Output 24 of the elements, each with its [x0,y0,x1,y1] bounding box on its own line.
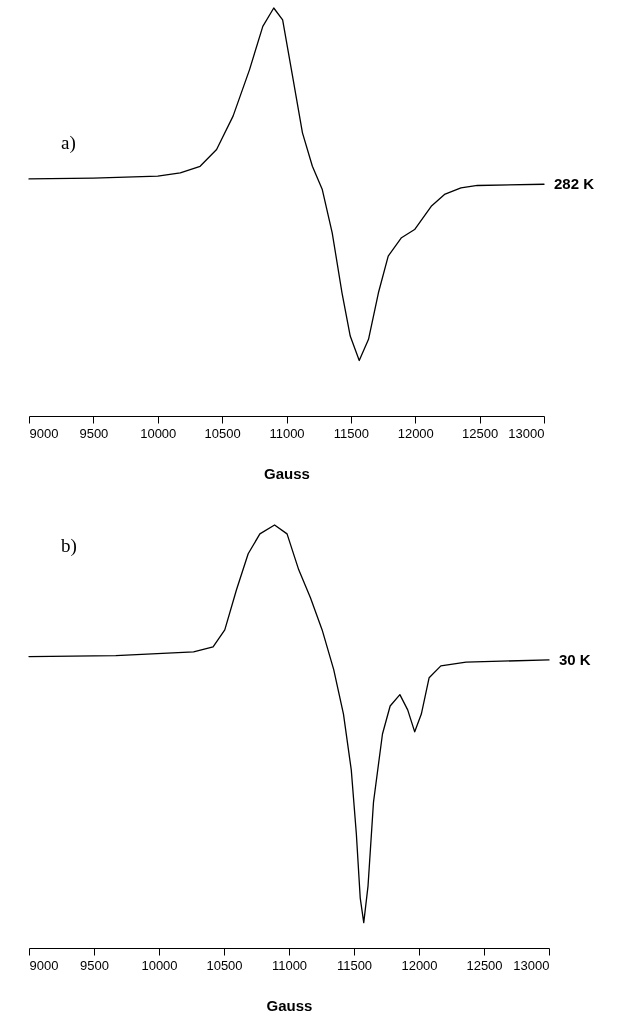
x-tick-label: 9500 [79,425,109,441]
x-tick-label: 10000 [140,425,177,441]
x-tick-label: 13000 [508,425,545,441]
x-tick-label: 12500 [466,957,503,973]
x-tick-label: 9500 [80,957,109,973]
annotation: a) [61,131,76,154]
x-tick-label: 10500 [204,425,241,441]
x-tick-label: 9000 [29,957,59,973]
x-tick-label: 12000 [397,425,434,441]
x-tick-label: 12000 [401,957,438,973]
annotation: b) [61,535,77,558]
x-axis-title: Gauss [264,464,310,482]
x-tick-label: 13000 [513,957,550,973]
x-tick-label: 10500 [206,957,243,973]
series-label: 30 K [559,650,591,668]
x-tick-label: 11000 [269,425,305,441]
series-label: 282 K [554,175,595,193]
x-tick-label: 11000 [271,957,308,973]
x-tick-label: 11500 [333,425,369,441]
x-tick-label: 12500 [462,425,499,441]
x-tick-label: 9000 [29,425,59,441]
x-tick-label: 10000 [141,957,178,973]
x-axis-title: Gauss [266,996,313,1014]
x-tick-label: 11500 [336,957,373,973]
